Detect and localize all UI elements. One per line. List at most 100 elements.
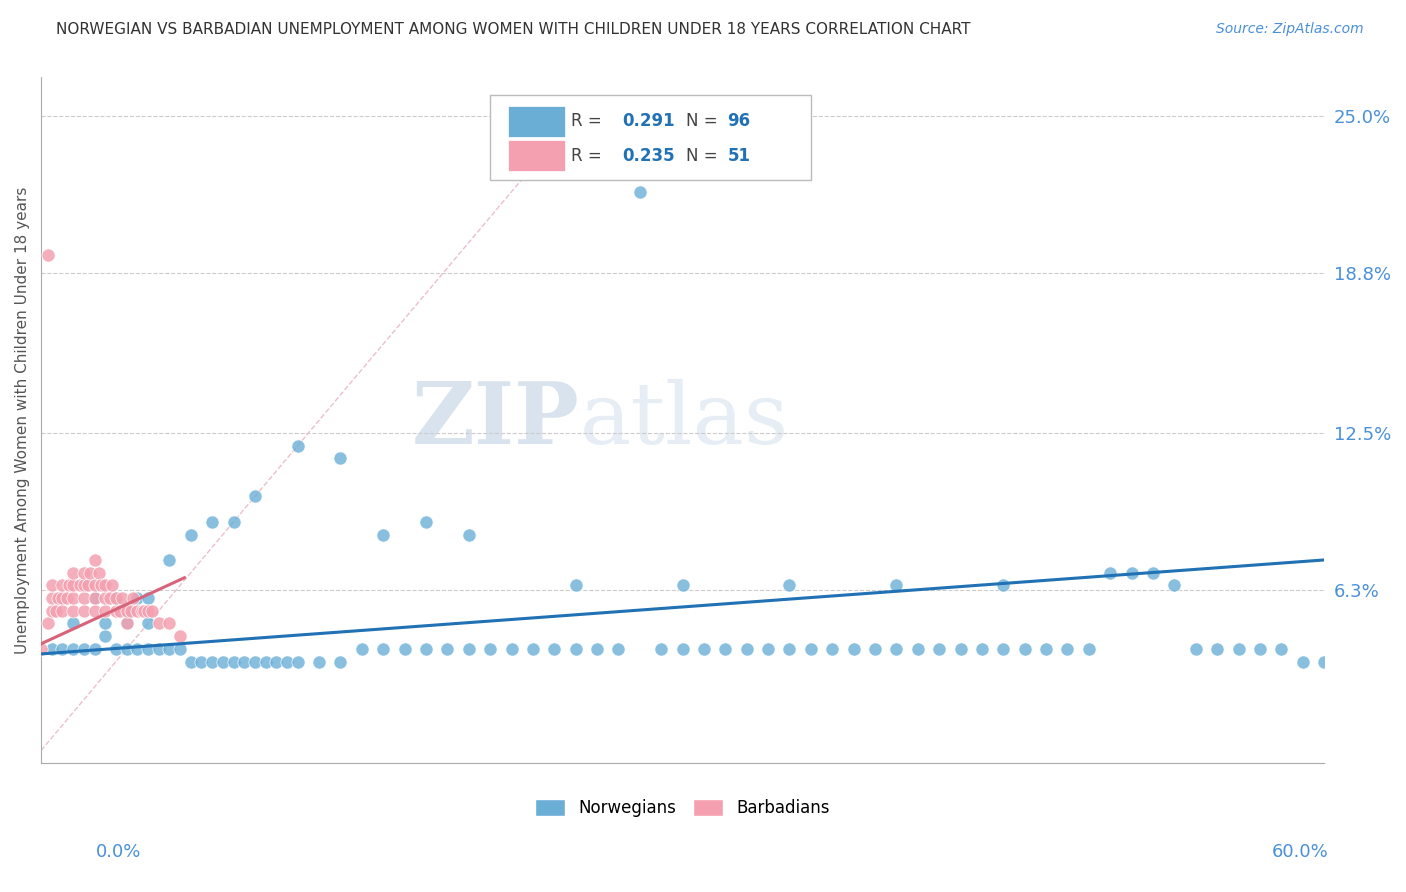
Point xyxy=(115,616,138,631)
Text: R =: R = xyxy=(571,146,607,165)
Point xyxy=(1270,641,1292,656)
Point xyxy=(37,248,59,262)
Point xyxy=(628,185,651,199)
Point xyxy=(157,616,180,631)
Text: 51: 51 xyxy=(727,146,751,165)
Point xyxy=(77,578,100,592)
Point xyxy=(83,591,105,605)
Point xyxy=(136,591,159,605)
Point xyxy=(212,655,235,669)
Point xyxy=(41,591,63,605)
Point xyxy=(62,616,84,631)
Point xyxy=(1077,641,1099,656)
Point xyxy=(287,655,309,669)
Point xyxy=(564,641,586,656)
Point xyxy=(1056,641,1078,656)
Point xyxy=(779,641,801,656)
Point xyxy=(94,604,117,618)
Point xyxy=(115,604,138,618)
Point xyxy=(735,641,758,656)
Point xyxy=(308,655,330,669)
Point xyxy=(90,578,112,592)
Point xyxy=(800,641,823,656)
Point xyxy=(479,641,502,656)
Point xyxy=(254,655,277,669)
Point xyxy=(73,591,96,605)
Point xyxy=(886,641,908,656)
Point xyxy=(41,604,63,618)
Point xyxy=(120,604,142,618)
Text: 96: 96 xyxy=(727,112,751,130)
Point xyxy=(131,604,153,618)
Point xyxy=(714,641,737,656)
Point xyxy=(222,655,245,669)
Point xyxy=(266,655,288,669)
Text: N =: N = xyxy=(686,146,718,165)
Point xyxy=(842,641,865,656)
Point xyxy=(83,578,105,592)
Point xyxy=(287,439,309,453)
Point xyxy=(79,566,101,580)
Point xyxy=(115,641,138,656)
Point xyxy=(1249,641,1271,656)
Point xyxy=(671,578,693,592)
Point xyxy=(58,578,80,592)
Point xyxy=(907,641,929,656)
Point xyxy=(1227,641,1250,656)
Point xyxy=(115,616,138,631)
Point xyxy=(62,578,84,592)
Point xyxy=(243,655,266,669)
Point xyxy=(436,641,458,656)
Point xyxy=(373,641,395,656)
Point xyxy=(83,591,105,605)
Point xyxy=(1142,566,1164,580)
Point xyxy=(201,655,224,669)
Point xyxy=(51,591,73,605)
Point xyxy=(169,641,191,656)
Point xyxy=(329,451,352,466)
Text: ZIP: ZIP xyxy=(412,378,579,462)
Point xyxy=(94,616,117,631)
Point xyxy=(122,591,145,605)
Point xyxy=(1184,641,1206,656)
Point xyxy=(863,641,886,656)
Point xyxy=(157,641,180,656)
Point xyxy=(180,655,202,669)
Point xyxy=(30,641,52,656)
Point xyxy=(62,566,84,580)
Point xyxy=(148,641,170,656)
Point xyxy=(62,591,84,605)
Point xyxy=(46,591,69,605)
Point xyxy=(543,641,565,656)
Point xyxy=(73,566,96,580)
Text: 0.0%: 0.0% xyxy=(96,843,141,861)
Point xyxy=(329,655,352,669)
Text: 0.291: 0.291 xyxy=(623,112,675,130)
Point xyxy=(51,604,73,618)
Point xyxy=(45,604,67,618)
Point xyxy=(104,591,127,605)
Point xyxy=(949,641,972,656)
Point xyxy=(415,515,437,529)
Text: N =: N = xyxy=(686,112,718,130)
Point xyxy=(1121,566,1143,580)
Point xyxy=(94,629,117,643)
Point xyxy=(157,553,180,567)
Point xyxy=(779,578,801,592)
Point xyxy=(104,604,127,618)
Point xyxy=(87,566,110,580)
Point xyxy=(73,604,96,618)
Point xyxy=(650,641,672,656)
Point xyxy=(69,578,91,592)
Point xyxy=(970,641,993,656)
Point xyxy=(41,578,63,592)
Point xyxy=(83,641,105,656)
Point xyxy=(415,641,437,656)
Point xyxy=(169,629,191,643)
Point xyxy=(1014,641,1036,656)
Point xyxy=(104,591,127,605)
Text: 60.0%: 60.0% xyxy=(1272,843,1329,861)
Point xyxy=(1291,655,1313,669)
Point xyxy=(1163,578,1185,592)
Point xyxy=(73,578,96,592)
